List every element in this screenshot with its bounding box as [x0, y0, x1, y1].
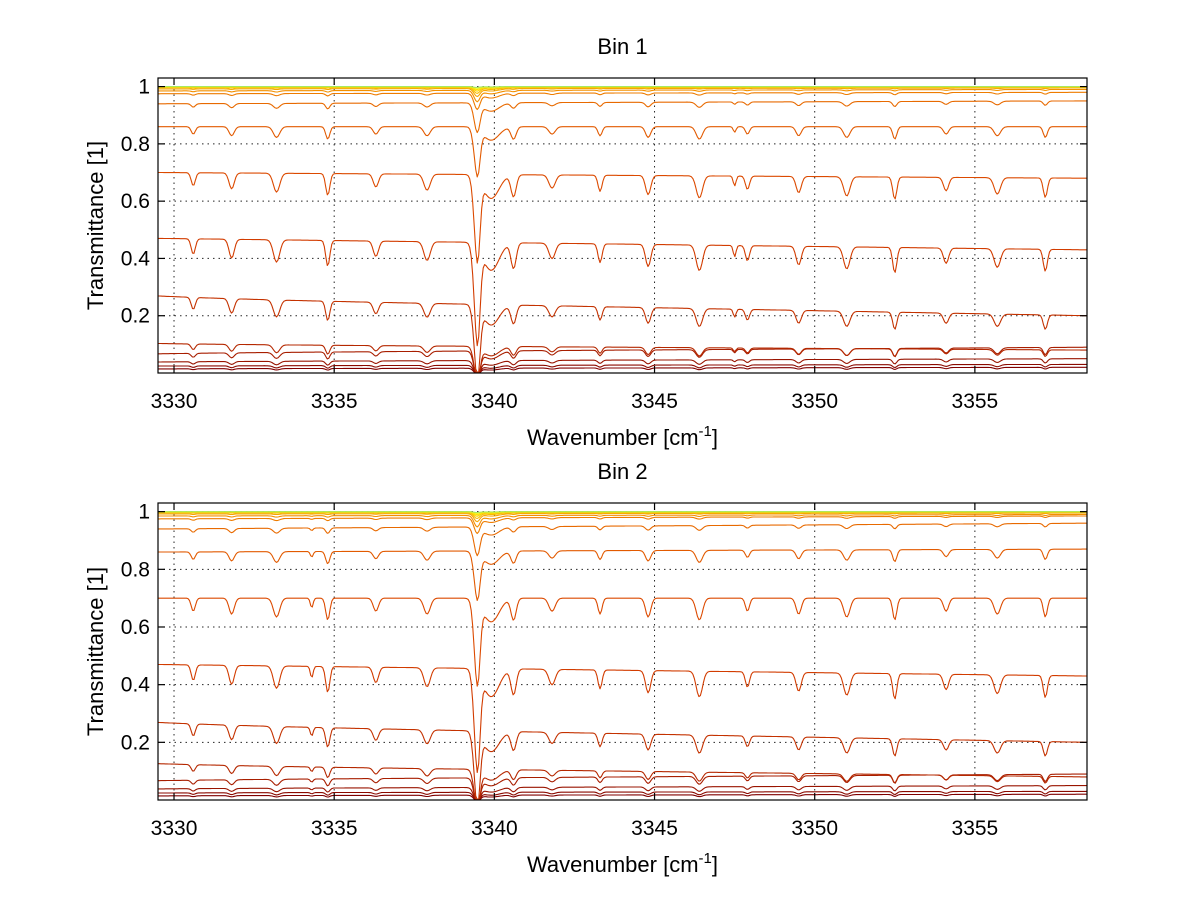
series-line [158, 793, 1087, 801]
series-line [158, 548, 1087, 602]
series-line [158, 100, 1087, 134]
series-line [158, 91, 1087, 111]
x-axis-label-end: ] [712, 852, 718, 877]
plot-frame [157, 502, 1088, 801]
x-tick-label: 3340 [471, 390, 518, 413]
subplot-bin-1: Bin 1 3330 3335 3340 3345 3350 3355 0.2 0.4 0.6 0.… [83, 34, 1088, 450]
series-line [158, 295, 1087, 373]
series-line [158, 86, 1087, 94]
series-line [158, 663, 1087, 774]
series-line [158, 86, 1087, 88]
x-axis-label-superscript: -1 [699, 423, 712, 440]
series-line [158, 358, 1087, 373]
series-line [158, 126, 1087, 178]
y-tick-label: 1 [138, 501, 150, 524]
x-tick-label: 3355 [952, 817, 999, 840]
series-line [157, 721, 1087, 800]
y-tick-label: 0.6 [121, 190, 150, 213]
y-tick-label: 0.4 [121, 674, 151, 697]
x-tick-label: 3350 [791, 390, 838, 413]
series-line [158, 597, 1087, 687]
x-tick-label: 3340 [471, 817, 518, 840]
series-line [158, 171, 1087, 264]
series-line [158, 342, 1087, 373]
y-tick-label: 0.6 [121, 616, 150, 639]
x-tick-label: 3335 [311, 390, 358, 413]
x-tick-label: 3355 [952, 390, 999, 413]
chart-title: Bin 1 [597, 34, 647, 59]
subplot-bin-2: Bin 2 3330 3335 3340 3345 3350 3355 0.2 0.4 0.6 0.… [83, 459, 1088, 877]
x-tick-label: 3330 [151, 817, 198, 840]
y-axis-label: Transmittance [1] [83, 141, 108, 310]
series-line [158, 512, 1087, 523]
series-line [158, 785, 1087, 800]
series-line [157, 363, 1087, 373]
series-line [158, 763, 1087, 800]
series-line [158, 88, 1087, 103]
x-tick-label: 3335 [311, 817, 358, 840]
x-tick-label: 3345 [631, 390, 678, 413]
x-axis-label-main: Wavenumber [cm [527, 852, 699, 877]
x-axis-label: Wavenumber [cm-1] [527, 850, 718, 877]
series-line [158, 366, 1087, 374]
y-tick-label: 0.8 [121, 558, 150, 581]
series-line [158, 237, 1087, 347]
x-axis-label-main: Wavenumber [cm [527, 425, 699, 450]
series-group [157, 511, 1088, 801]
series-line [158, 511, 1087, 514]
y-tick-label: 0.2 [121, 305, 150, 328]
series-line [158, 511, 1087, 520]
chart-title: Bin 2 [597, 459, 647, 484]
x-tick-label: 3330 [151, 390, 198, 413]
y-tick-label: 0.8 [121, 133, 150, 156]
series-line [157, 522, 1087, 557]
x-tick-label: 3345 [631, 817, 678, 840]
y-tick-label: 0.4 [121, 247, 151, 270]
y-axis-label: Transmittance [1] [83, 567, 108, 736]
series-line [158, 513, 1087, 528]
plot-frame [157, 77, 1088, 374]
series-line [158, 790, 1088, 800]
series-group [157, 86, 1087, 374]
x-tick-label: 3350 [791, 817, 838, 840]
x-axis-label-end: ] [712, 425, 718, 450]
x-axis-label: Wavenumber [cm-1] [527, 423, 718, 450]
x-axis-label-superscript: -1 [699, 850, 712, 867]
y-tick-label: 0.2 [121, 731, 150, 754]
y-tick-label: 1 [138, 76, 150, 99]
series-line [158, 346, 1087, 373]
series-line [158, 87, 1087, 98]
series-line [158, 515, 1087, 535]
